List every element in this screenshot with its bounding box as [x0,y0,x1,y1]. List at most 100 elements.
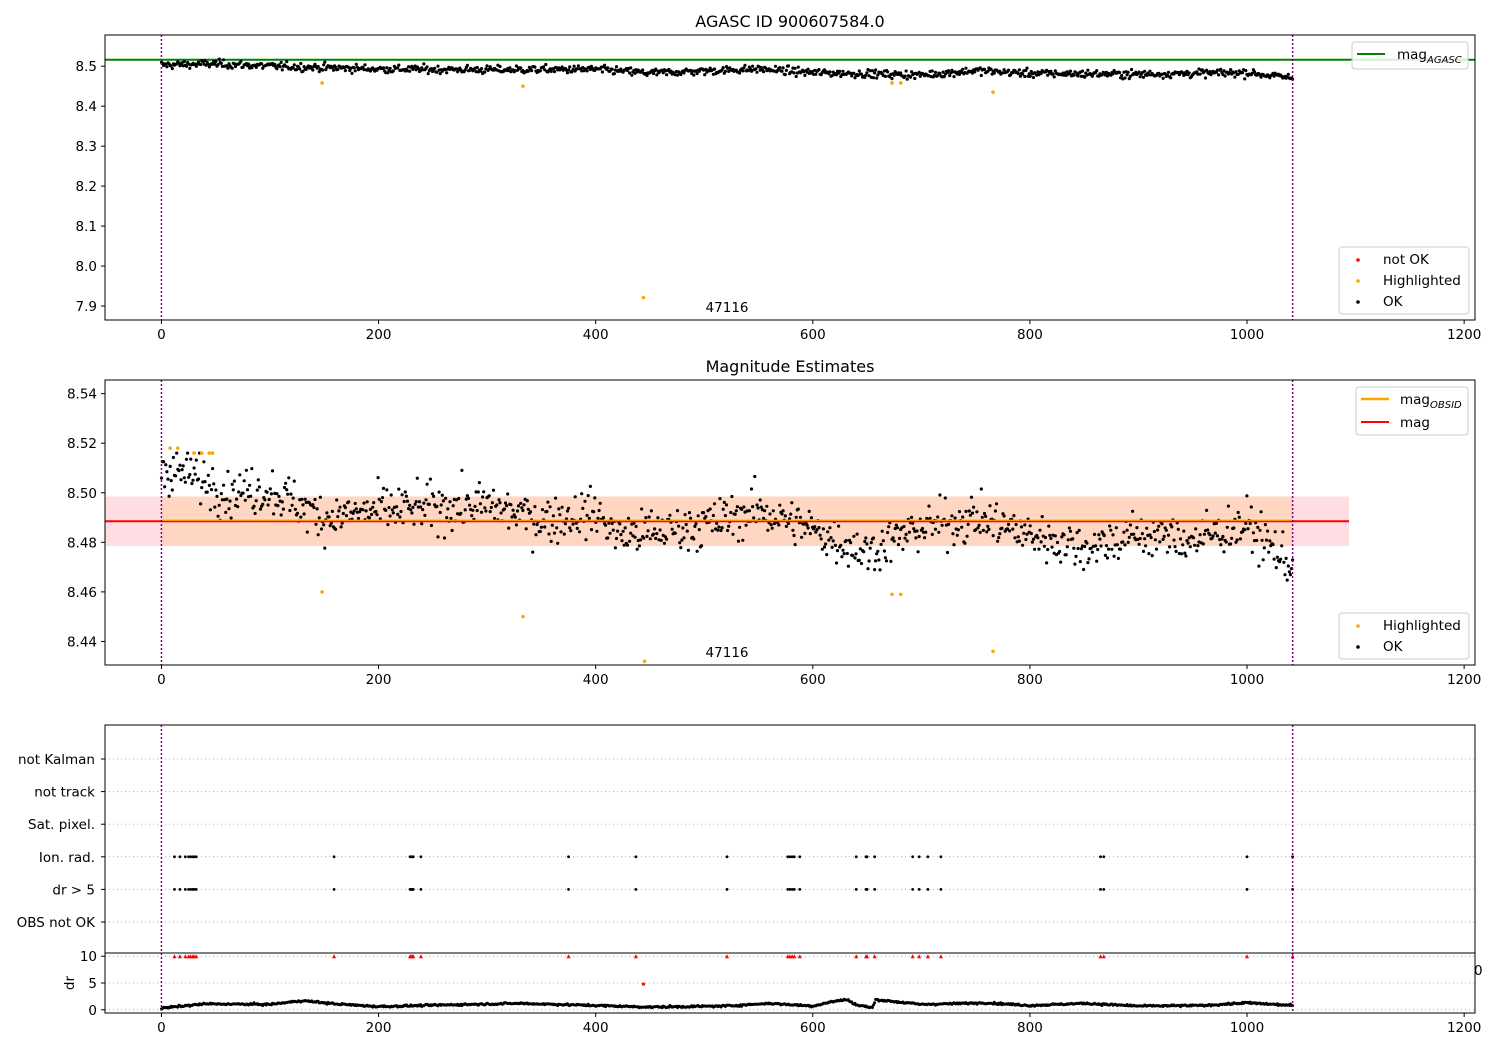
ok-point [471,508,475,512]
ok-point [978,530,982,535]
ok-point [1132,532,1136,536]
ok-point [219,492,223,496]
ok-point [408,69,412,73]
legend-label: not OK [1383,252,1430,268]
ok-point [895,526,900,530]
ok-point [241,491,245,495]
axes-frame-middle [104,379,1476,666]
ok-point [646,529,650,533]
ok-point [552,531,557,535]
ok-point [656,516,660,520]
ok-point [686,548,691,552]
ok-point [175,451,179,455]
ok-point [352,66,356,70]
ok-point [1283,573,1287,577]
flag-point [911,855,915,859]
ok-point [547,532,551,536]
ok-point [967,509,971,513]
ok-point [1251,531,1255,535]
ok-point [769,523,773,527]
flag-point [567,855,570,859]
ok-point [463,508,467,512]
ok-point [973,70,977,74]
ok-point [882,549,887,553]
flag-point [798,855,802,859]
ok-point [952,75,956,79]
ok-point [982,511,987,516]
ok-point [1266,529,1270,533]
ok-point [595,529,599,533]
ok-point [230,482,234,486]
ok-point [377,497,381,501]
ok-point [384,508,388,512]
ok-point [641,68,645,72]
ok-point [289,492,293,496]
ok-point [741,69,745,73]
ok-point [833,543,838,548]
ok-point [1150,554,1154,558]
ok-point [196,477,201,481]
x-tick-label: 200 [366,1020,392,1036]
ok-point [329,521,333,525]
ok-point [689,516,693,520]
ok-point [706,509,710,513]
ok-point [606,536,610,540]
highlighted-point [991,649,995,654]
dr-flag-marker [917,954,922,959]
ok-point [953,516,957,520]
ok-point [766,528,770,532]
ok-point [1174,549,1178,554]
ok-point [567,506,571,510]
ok-point [589,528,594,532]
ok-point [734,509,738,513]
flag-point [187,855,190,859]
x-tick-label: 400 [583,1020,609,1036]
ok-point [212,482,216,486]
ok-point [918,74,922,78]
ok-point [545,509,549,514]
ok-point [189,457,193,461]
flag-category-label: not Kalman [18,752,95,768]
ok-point [528,510,533,514]
ok-point [1229,68,1233,72]
ok-point [1233,75,1237,79]
legend-marker [1356,258,1360,262]
ok-point [1137,70,1141,74]
ok-point [478,502,482,506]
dr-flag-marker [925,954,930,959]
ok-point [1076,546,1080,551]
ok-point [483,506,487,510]
ok-point [849,541,853,545]
ok-point [1288,573,1292,577]
ok-point [814,72,818,76]
ok-point [638,538,643,542]
ok-point [411,505,415,509]
ok-point [1065,545,1069,549]
ok-point [989,67,993,71]
ok-point [230,66,234,70]
edge-tick-label: 0 [1474,963,1483,979]
ok-point [1272,74,1276,78]
ok-point [945,550,950,555]
ok-point [865,71,869,75]
ok-point [328,524,332,528]
ok-point [514,523,519,527]
ok-point [864,73,868,77]
flag-point [873,855,877,859]
ok-point [1256,525,1260,530]
ok-point [1085,541,1089,545]
ok-point [388,514,392,518]
ok-point [924,530,928,534]
ok-point [255,488,259,492]
ok-point [685,529,689,533]
dr-flag-marker [566,954,571,959]
flag-point [178,855,182,859]
ok-point [1031,537,1036,541]
ok-point [869,541,873,545]
ok-point [853,556,857,560]
ok-point [361,65,365,69]
ok-point [721,507,725,511]
ok-point [938,72,942,76]
ok-point [236,505,240,509]
ok-point [221,58,226,62]
